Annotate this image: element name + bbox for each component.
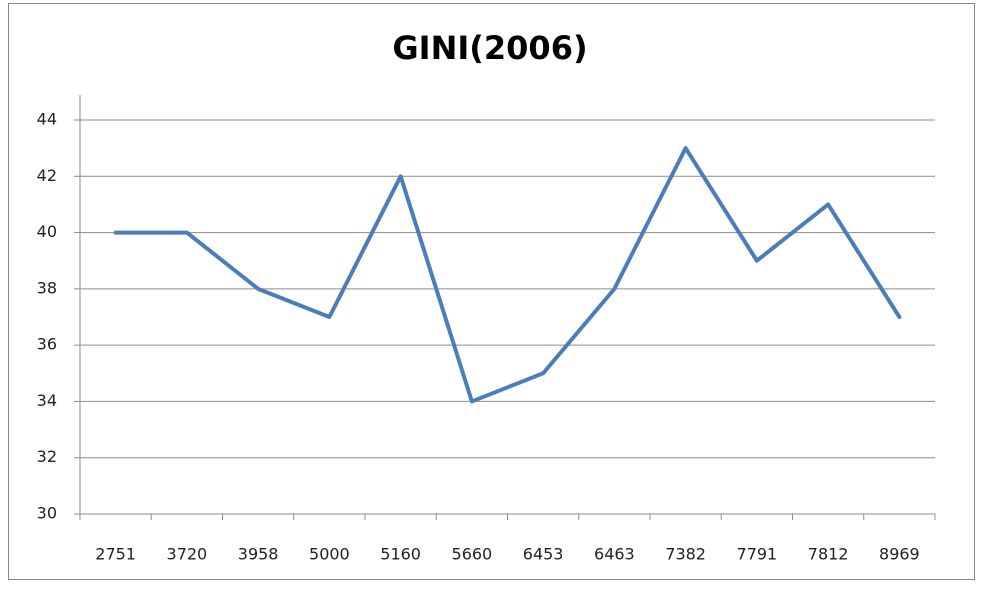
x-tick-label: 7382 — [665, 545, 706, 564]
y-tick-label: 32 — [37, 447, 57, 466]
x-tick-label: 2751 — [95, 545, 136, 564]
x-tick-label: 3720 — [167, 545, 208, 564]
x-tick-label: 6463 — [594, 545, 635, 564]
x-tick-label: 5160 — [380, 545, 421, 564]
chart-title: GINI(2006) — [392, 29, 587, 67]
y-tick-label: 44 — [37, 110, 57, 129]
y-tick-label: 42 — [37, 166, 57, 185]
x-tick-label: 6453 — [523, 545, 564, 564]
x-tick-label: 3958 — [238, 545, 279, 564]
y-tick-label: 38 — [37, 278, 57, 297]
x-tick-label: 7791 — [737, 545, 778, 564]
x-tick-label: 8969 — [879, 545, 920, 564]
line — [113, 146, 902, 404]
chart-border — [8, 3, 975, 580]
y-tick-label: 30 — [37, 504, 57, 523]
y-tick-label: 40 — [37, 222, 57, 241]
y-tick-label: 36 — [37, 335, 57, 354]
x-tick-label: 5000 — [309, 545, 350, 564]
x-tick-label: 7812 — [808, 545, 849, 564]
y-tick-label: 34 — [37, 391, 57, 410]
x-tick-label: 5660 — [452, 545, 493, 564]
